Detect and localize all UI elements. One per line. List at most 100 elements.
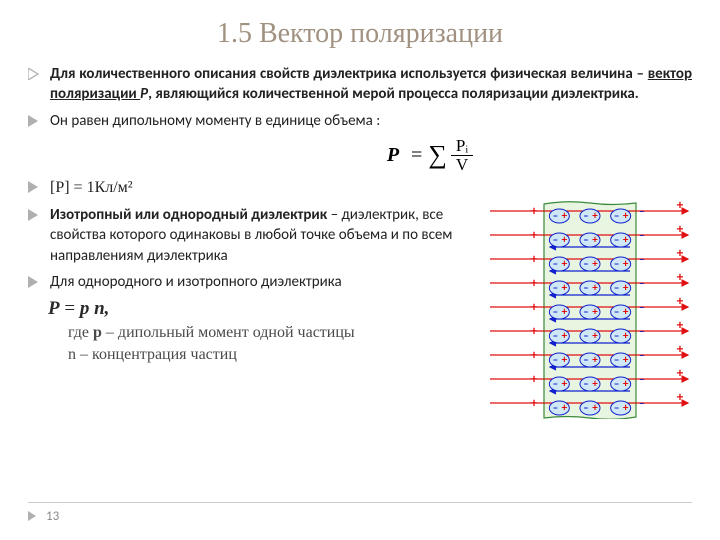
svg-text:+: + [531,276,538,291]
svg-text:+: + [531,348,538,363]
svg-text:–: – [553,377,558,390]
svg-text:+: + [592,377,598,390]
svg-text:+: + [623,329,629,342]
svg-text:–: – [614,257,619,270]
triangle-icon [28,181,44,193]
svg-text:+: + [623,377,629,390]
page-number: 13 [46,509,59,524]
svg-text:+: + [592,233,598,246]
bullet-3-text: [P] = 1Кл/м² [50,177,692,199]
svg-text:+: + [531,204,538,219]
svg-text:–: – [614,281,619,294]
svg-text:–: – [614,329,619,342]
svg-text:–: – [553,257,558,270]
svg-text:+: + [592,281,598,294]
svg-text:+: + [531,324,538,339]
triangle-icon [28,507,38,526]
svg-text:–: – [614,209,619,222]
svg-text:+: + [677,294,684,309]
svg-text:+: + [677,366,684,381]
bullet-1-text: Для количественного описания свойств диэ… [50,64,692,105]
svg-text:–: – [614,305,619,318]
main-formula: P = ∑ Pᵢ V [168,137,692,174]
bullet-4-text: Изотропный или однородный диэлектрик – д… [50,205,480,266]
svg-text:+: + [592,329,598,342]
svg-text:–: – [583,305,588,318]
svg-text:+: + [562,353,568,366]
svg-text:–: – [583,329,588,342]
svg-text:+: + [562,281,568,294]
svg-text:–: – [553,209,558,222]
svg-text:+: + [531,252,538,267]
triangle-icon [28,276,44,288]
pn-block: P = p n, где p – дипольный момент одной … [48,298,480,367]
svg-text:–: – [583,353,588,366]
svg-text:+: + [592,401,598,414]
bullet-3: [P] = 1Кл/м² [28,177,692,199]
svg-text:–: – [614,233,619,246]
svg-text:+: + [623,401,629,414]
svg-text:+: + [531,228,538,243]
bullet-2-text: Он равен дипольному моменту в единице об… [50,111,692,131]
svg-text:+: + [562,329,568,342]
svg-text:+: + [677,390,684,405]
svg-text:–: – [639,325,645,339]
svg-text:–: – [614,353,619,366]
svg-text:–: – [553,281,558,294]
svg-text:+: + [562,233,568,246]
slide-title: 1.5 Вектор поляризации [28,18,692,50]
svg-text:+: + [677,199,684,213]
svg-text:–: – [553,233,558,246]
svg-text:–: – [639,253,645,267]
svg-text:+: + [677,246,684,261]
svg-text:+: + [562,305,568,318]
svg-text:–: – [639,373,645,387]
svg-text:–: – [553,329,558,342]
svg-text:–: – [639,397,645,411]
svg-text:–: – [583,281,588,294]
bullet-4: Изотропный или однородный диэлектрик – д… [28,205,480,266]
svg-text:+: + [623,257,629,270]
polarization-diagram: ++–+–+–+–++–+–+–+–++–+–+–+–++–+–+–+–++–+… [488,199,692,419]
svg-text:+: + [562,257,568,270]
svg-text:–: – [614,377,619,390]
svg-text:–: – [553,305,558,318]
svg-text:+: + [592,209,598,222]
triangle-icon [28,209,44,221]
svg-text:+: + [623,305,629,318]
footer: 13 [28,502,692,526]
svg-text:–: – [583,257,588,270]
svg-text:–: – [553,353,558,366]
svg-text:–: – [639,229,645,243]
svg-text:–: – [639,349,645,363]
svg-text:+: + [531,300,538,315]
svg-text:+: + [623,281,629,294]
svg-text:+: + [562,209,568,222]
svg-text:+: + [623,209,629,222]
svg-text:+: + [562,377,568,390]
svg-text:+: + [677,222,684,237]
svg-text:–: – [583,401,588,414]
svg-text:–: – [583,233,588,246]
bullet-5-text: Для однородного и изотропного диэлектрик… [50,272,480,292]
svg-text:+: + [592,257,598,270]
svg-text:–: – [553,401,558,414]
bullet-2: Он равен дипольному моменту в единице об… [28,111,692,131]
bullet-1: Для количественного описания свойств диэ… [28,64,692,105]
svg-text:+: + [531,396,538,411]
triangle-icon [28,68,44,80]
svg-text:+: + [623,353,629,366]
svg-text:+: + [677,342,684,357]
svg-text:–: – [639,301,645,315]
svg-text:+: + [592,305,598,318]
svg-text:+: + [623,233,629,246]
svg-text:+: + [592,353,598,366]
svg-text:–: – [639,205,645,219]
bullet-5: Для однородного и изотропного диэлектрик… [28,272,480,292]
svg-text:–: – [583,377,588,390]
svg-text:–: – [639,277,645,291]
triangle-icon [28,115,44,127]
svg-text:–: – [583,209,588,222]
svg-text:–: – [614,401,619,414]
svg-text:+: + [677,270,684,285]
